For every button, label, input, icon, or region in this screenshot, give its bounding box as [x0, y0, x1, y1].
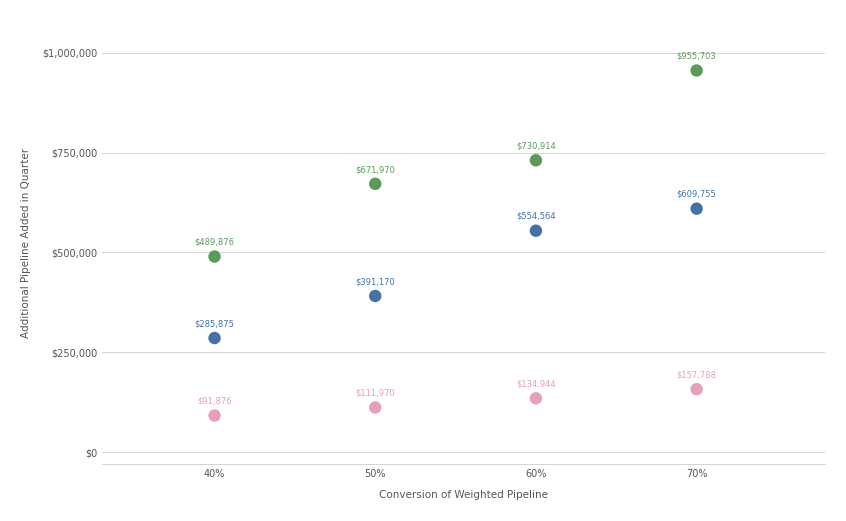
Point: [208, 252, 222, 260]
Text: $157,788: $157,788: [677, 370, 717, 379]
Point: [689, 205, 703, 213]
Point: [208, 412, 222, 420]
Point: [369, 292, 382, 300]
Text: $489,876: $489,876: [195, 238, 234, 247]
X-axis label: Conversion of Weighted Pipeline: Conversion of Weighted Pipeline: [379, 490, 548, 500]
Text: $609,755: $609,755: [677, 190, 717, 199]
Point: [529, 156, 542, 165]
Text: $134,944: $134,944: [516, 380, 556, 389]
Text: $671,970: $671,970: [355, 165, 395, 174]
Text: $955,703: $955,703: [677, 52, 717, 61]
Point: [369, 403, 382, 412]
Text: $111,970: $111,970: [355, 389, 395, 398]
Text: $91,876: $91,876: [197, 397, 232, 406]
Text: $730,914: $730,914: [516, 142, 556, 151]
Point: [529, 394, 542, 403]
Y-axis label: Additional Pipeline Added in Quarter: Additional Pipeline Added in Quarter: [21, 147, 30, 338]
Point: [208, 334, 222, 342]
Point: [689, 385, 703, 393]
Text: $554,564: $554,564: [516, 212, 556, 221]
Point: [369, 180, 382, 188]
Text: $391,170: $391,170: [355, 277, 395, 286]
Text: $285,875: $285,875: [195, 319, 234, 328]
Point: [689, 66, 703, 75]
Point: [529, 227, 542, 235]
